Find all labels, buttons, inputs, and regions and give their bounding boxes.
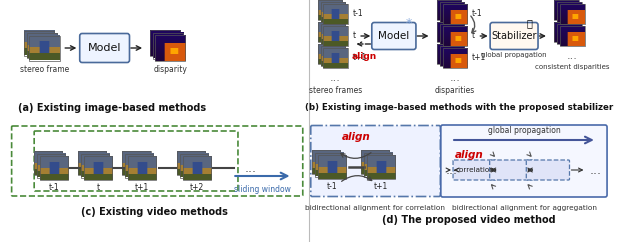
Bar [318, 22, 342, 42]
FancyBboxPatch shape [453, 160, 496, 180]
Bar [81, 153, 109, 177]
Bar [443, 26, 467, 46]
Bar [34, 151, 62, 175]
Text: ...: ... [567, 51, 578, 61]
Bar [440, 2, 464, 22]
Text: align: align [342, 132, 371, 142]
Text: t: t [353, 31, 356, 40]
Text: t: t [472, 31, 475, 40]
Text: t-1: t-1 [326, 182, 337, 191]
Text: t+2: t+2 [189, 183, 204, 192]
Bar [560, 26, 584, 46]
Bar [437, 0, 461, 20]
Bar [560, 4, 584, 24]
Bar [40, 156, 68, 180]
Bar [128, 156, 156, 180]
FancyBboxPatch shape [526, 160, 570, 180]
Bar [443, 48, 467, 68]
Text: t+1: t+1 [353, 53, 367, 62]
Text: t+1: t+1 [135, 183, 149, 192]
Bar [321, 2, 345, 22]
Bar [27, 33, 57, 58]
Bar [318, 44, 342, 64]
Text: 🔥: 🔥 [526, 18, 532, 28]
Text: align: align [351, 52, 376, 61]
Text: t-1: t-1 [49, 183, 60, 192]
Bar [29, 36, 60, 60]
Bar [321, 46, 345, 66]
Text: ...: ... [445, 164, 457, 176]
Bar [177, 151, 205, 175]
Text: bidirectional alignment for correlation: bidirectional alignment for correlation [305, 205, 445, 211]
FancyBboxPatch shape [441, 125, 607, 197]
Text: consistent disparities: consistent disparities [535, 64, 609, 70]
Bar [37, 153, 65, 177]
Bar [443, 4, 467, 24]
Text: ...: ... [244, 161, 256, 174]
Bar [554, 0, 579, 20]
Bar [182, 156, 211, 180]
Text: t+1: t+1 [374, 182, 388, 191]
Text: (a) Existing image-based methods: (a) Existing image-based methods [18, 103, 206, 113]
FancyBboxPatch shape [372, 23, 416, 50]
Bar [180, 153, 208, 177]
Text: bidirectional alignment for aggregation: bidirectional alignment for aggregation [452, 205, 597, 211]
Text: t-1: t-1 [353, 9, 363, 18]
Bar [321, 24, 345, 44]
Text: t: t [97, 183, 100, 192]
Bar [125, 153, 154, 177]
Bar [156, 35, 186, 61]
Bar [437, 22, 461, 42]
Bar [323, 26, 348, 46]
FancyBboxPatch shape [311, 126, 440, 197]
Bar [554, 22, 579, 42]
Bar [152, 32, 182, 59]
Text: Model: Model [88, 43, 122, 53]
Text: (b) Existing image-based methods with the proposed stabilizer: (b) Existing image-based methods with th… [305, 103, 614, 112]
Bar [557, 2, 582, 22]
Text: global propagation: global propagation [481, 52, 547, 58]
Text: correlation: correlation [455, 167, 494, 173]
Bar [318, 0, 342, 20]
Text: align: align [454, 150, 483, 160]
Text: stereo frame: stereo frame [20, 65, 69, 74]
Bar [440, 24, 464, 44]
Bar [78, 151, 106, 175]
Text: Stabilizer: Stabilizer [492, 31, 537, 41]
Text: t-1: t-1 [472, 9, 483, 18]
Text: global propagation: global propagation [488, 126, 561, 135]
Text: disparities: disparities [435, 86, 475, 95]
FancyBboxPatch shape [490, 160, 533, 180]
Bar [364, 152, 392, 176]
Text: (d) The proposed video method: (d) The proposed video method [382, 215, 556, 225]
FancyBboxPatch shape [80, 33, 129, 62]
Text: (c) Existing video methods: (c) Existing video methods [81, 207, 228, 217]
Text: t+1: t+1 [472, 53, 486, 62]
Text: ...: ... [449, 73, 460, 83]
Text: sliding window: sliding window [234, 185, 291, 194]
Bar [315, 152, 343, 176]
Bar [557, 24, 582, 44]
Bar [323, 4, 348, 24]
Bar [367, 155, 395, 179]
Text: stereo frames: stereo frames [309, 86, 362, 95]
Bar [150, 30, 180, 56]
Bar [318, 155, 346, 179]
Bar [323, 48, 348, 68]
Bar [312, 150, 340, 174]
Bar [361, 150, 389, 174]
Bar [440, 46, 464, 66]
Bar [437, 44, 461, 64]
Bar [24, 30, 54, 55]
Text: *: * [406, 16, 412, 30]
Bar [122, 151, 150, 175]
Text: Model: Model [378, 31, 410, 41]
Text: ...: ... [330, 73, 341, 83]
Text: ...: ... [590, 164, 602, 176]
Bar [84, 156, 112, 180]
Text: disparity: disparity [154, 65, 188, 74]
FancyBboxPatch shape [490, 23, 538, 50]
